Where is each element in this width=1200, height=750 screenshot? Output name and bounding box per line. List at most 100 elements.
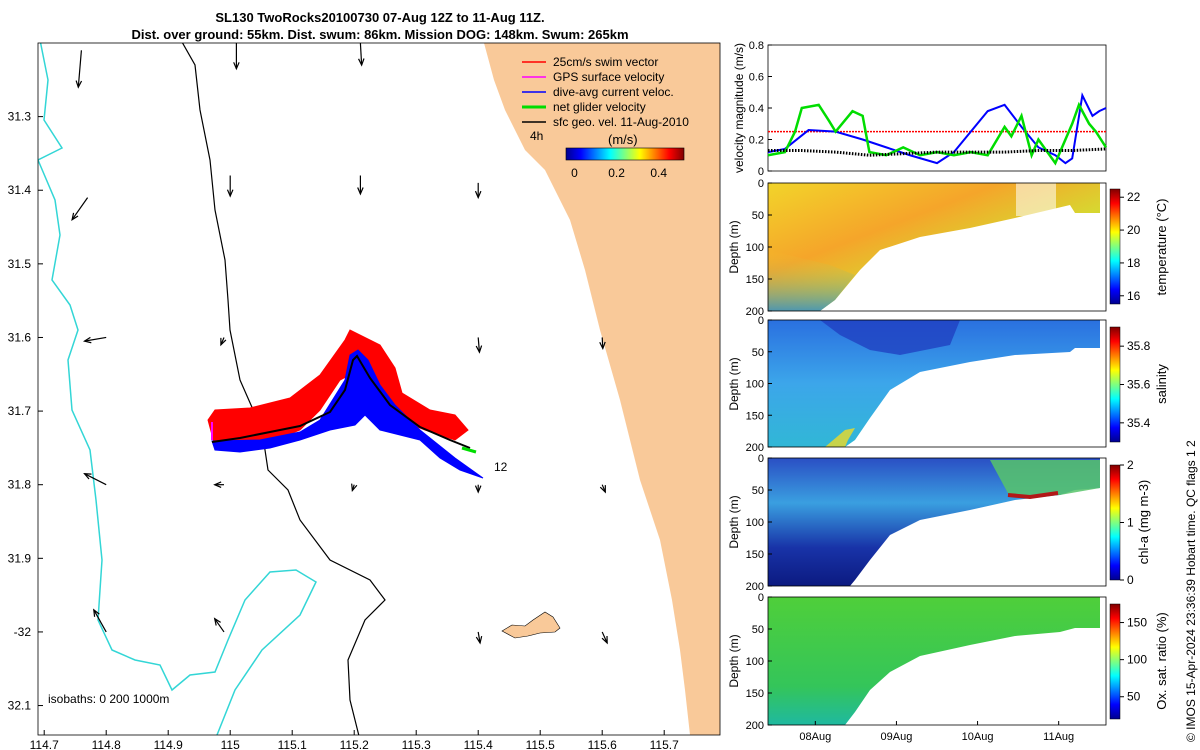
map-x-tick-label: 115.4 [464,738,493,750]
track-end-label: 12 [494,460,508,474]
legend-label: GPS surface velocity [553,70,664,84]
map-colorbar-tick: 0 [571,166,578,180]
geo-velocity-arrow [601,631,608,644]
colorbar-tick-label: 20 [1127,223,1141,237]
map-y-tick-label: 31.6 [8,330,32,344]
time-tick-label: 09Aug [881,731,913,743]
colorbar-tick-label: 150 [1127,616,1147,630]
depth-tick-label: 150 [746,410,764,422]
colorbar-tick-label: 50 [1127,690,1141,704]
depth-tick-label: 200 [746,442,764,454]
salinity-colorbar [1109,326,1121,443]
map-x-tick-label: 114.7 [30,738,59,750]
colorbar-tick-label: 35.4 [1127,416,1151,430]
legend-label: net glider velocity [553,100,646,114]
map-x-tick-label: 115.6 [588,738,617,750]
velocity-y-tick-label: 0 [758,166,764,178]
geo-velocity-arrowhead [226,189,234,198]
geo-velocity-arrow [477,631,481,644]
title-line-2: Dist. over ground: 55km. Dist. swum: 86k… [131,27,629,42]
chla-ylabel: Depth (m) [727,495,741,548]
geo-velocity-arrow [359,43,363,66]
map-arrows [71,43,608,645]
geo-velocity-arrowhead [83,472,92,480]
geo-velocity-arrowhead [601,635,608,645]
map-y-tick-label: 31.3 [8,110,32,124]
legend-label: 25cm/s swim vector [553,55,658,69]
map-x-tick-label: 114.9 [154,738,183,750]
geo-velocity-arrowhead [475,345,483,354]
velocity-y-tick-label: 0.8 [749,40,764,52]
dive-current-fan [211,349,484,479]
section-axes: 0501001502001618202205010015020035.435.6… [746,178,1151,732]
salinity-ylabel: Depth (m) [727,357,741,410]
colorbar-tick-label: 16 [1127,289,1141,303]
depth-tick-label: 150 [746,549,764,561]
temperature-panel: Depth (m) temperature (°C) [727,182,1169,312]
velocity-y-tick-label: 0.6 [749,72,764,84]
depth-tick-label: 100 [746,379,764,391]
colorbar-tick-label: 100 [1127,653,1147,667]
colorbar-tick-label: 18 [1127,256,1141,270]
map-x-tick-label: 115.1 [278,738,307,750]
velocity-panel: 0 0.2 0.4 0.6 0.8 velocity magnitude (m/s) [732,40,1108,178]
oxygen-colorbar-label: Ox. sat. ratio (%) [1154,612,1169,710]
geo-velocity-arrow [93,609,107,633]
geo-velocity-arrowhead [599,485,606,494]
salinity-low-core [820,320,960,355]
geo-velocity-arrow [477,337,481,353]
colorbar-tick-label: 35.8 [1127,339,1151,353]
rottnest-island [501,611,561,639]
isobath-deep [181,43,386,735]
temperature-ylabel: Depth (m) [727,220,741,273]
geo-velocity-arrowhead [93,608,100,617]
map-y-tick-label: 31.9 [8,551,32,565]
salinity-colorbar-label: salinity [1154,364,1169,404]
oxygen-panel: Depth (m) Ox. sat. ratio (%) [727,596,1169,726]
velocity-y-tick-label: 0.4 [749,103,764,115]
map-x-tick-label: 115.7 [650,738,679,750]
map-y-tick-label: -32 [14,625,32,639]
isobaths-legend: isobaths: 0 200 1000m [48,692,169,706]
geo-velocity-arrow [84,336,107,342]
depth-tick-label: 0 [758,592,764,604]
geo-velocity-arrowhead [351,483,358,493]
oxygen-colorbar [1109,603,1121,720]
net-velocity-arrow [461,446,477,454]
map-colorbar-tick: 0.2 [608,166,625,180]
depth-tick-label: 150 [746,688,764,700]
oxygen-section [768,597,1100,725]
land-coastline [484,43,720,735]
map-y-tick-label: 31.8 [8,478,32,492]
oxygen-ylabel: Depth (m) [727,634,741,687]
legend-label: sfc geo. vel. 11-Aug-2010 [553,115,689,129]
salinity-high-bottom [825,428,855,447]
depth-tick-label: 100 [746,656,764,668]
map-axis: 114.7 114.8 114.9 115 115.1 115.2 115.3 115.4 11… [8,110,679,750]
map-x-tick-label: 115.3 [402,738,431,750]
geo-velocity-arrowhead [474,190,482,200]
geo-velocity-arrowhead [213,617,221,626]
velocity-series-dive-avg-current [767,92,1107,165]
map-panel: 114.7 114.8 114.9 115 115.1 115.2 115.3 115.4 11… [8,42,721,750]
depth-tick-label: 200 [746,581,764,593]
depth-tick-label: 0 [758,315,764,327]
map-colorbar-ticks: 0 0.2 0.4 [571,166,667,180]
depth-tick-label: 200 [746,306,764,318]
geo-velocity-arrowhead [213,481,222,488]
depth-tick-label: 100 [746,517,764,529]
map-x-tick-label: 115.5 [526,738,555,750]
geo-velocity-arrow [71,197,89,221]
legend-label: dive-avg current veloc. [553,85,674,99]
time-tick-label: 08Aug [799,731,831,743]
depth-tick-label: 50 [752,347,764,359]
map-y-tick-label: 31.5 [8,257,32,271]
depth-tick-label: 150 [746,274,764,286]
velocity-y-tick-label: 0.2 [749,135,764,147]
map-colorbar-label: (m/s) [608,132,638,147]
geo-velocity-arrowhead [82,336,92,344]
depth-tick-label: 0 [758,178,764,190]
colorbar-tick-label: 0 [1127,573,1134,587]
geo-velocity-arrowhead [475,636,483,645]
geo-velocity-arrowhead [357,187,364,196]
